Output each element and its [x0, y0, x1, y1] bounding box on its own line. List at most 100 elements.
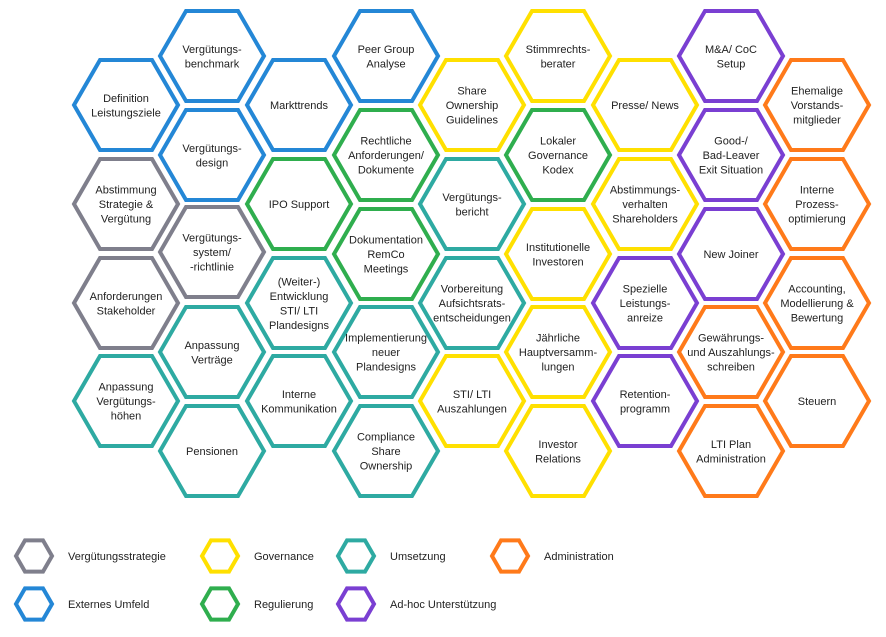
hex-label-line: lungen [541, 362, 574, 374]
hex-label-line: Bad-Leaver [703, 150, 760, 162]
hex-verguetungs-design: Vergütungs-design [157, 108, 267, 202]
hex-label-line: anreize [627, 313, 663, 325]
hex-investor-relations: Investor Relations [503, 404, 613, 498]
hex-label-line: Plandesigns [269, 320, 329, 332]
hex-label-line: Modellierung & [780, 298, 854, 310]
hex-label-line: Definition [103, 93, 149, 105]
hex-label-line: Abstimmung [95, 185, 156, 197]
hex-label-line: Abstimmungs- [610, 185, 681, 197]
hex-verguetungs-benchmark: Vergütungs-benchmark [157, 9, 267, 103]
hex-label-line: Dokumente [358, 165, 414, 177]
hex-label-line: schreiben [707, 362, 755, 374]
hex-anpassung-vertraege: Anpassung Verträge [157, 305, 267, 399]
hex-stimmrechts-berater: Stimmrechts-berater [503, 9, 613, 103]
hex-outline [331, 305, 441, 399]
hex-sti-lti-auszahlungen: STI/ LTI Auszahlungen [417, 354, 527, 448]
hex-label-line: system/ [193, 247, 232, 259]
hex-label-line: Vorbereitung [441, 284, 503, 296]
hex-label-line: Auszahlungen [437, 403, 507, 415]
hex-label-line: Pensionen [186, 446, 238, 458]
hex-label-line: STI/ LTI [280, 305, 318, 317]
hex-label-line: Presse/ News [611, 100, 679, 112]
hex-label-line: Analyse [366, 58, 405, 70]
hex-outline [417, 157, 527, 251]
hex-label-line: Gewährungs- [698, 333, 764, 345]
hex-label-line: -richtlinie [190, 262, 234, 274]
hex-lokaler-governance-kodex: Lokaler Governance Kodex [503, 108, 613, 202]
legend-swatch [335, 586, 377, 622]
hex-label-line: neuer [372, 347, 400, 359]
hex-label-line: Vorstands- [791, 100, 844, 112]
hex-label-line: Compliance [357, 432, 415, 444]
hex-abstimmungs-verhalten-shareholders: Abstimmungs-verhalten Shareholders [590, 157, 700, 251]
hex-label-line: Rechtliche [360, 136, 411, 148]
hex-outline [762, 256, 872, 350]
hex-label-line: Interne [800, 185, 834, 197]
legend-item-administration: Administration [489, 538, 614, 574]
hex-outline [244, 157, 354, 251]
hex-outline [157, 305, 267, 399]
hex-outline [71, 58, 181, 152]
legend-item-externes-umfeld: Externes Umfeld [13, 586, 149, 622]
hex-outline [762, 58, 872, 152]
legend-swatch [335, 538, 377, 574]
hex-label-line: entscheidungen [433, 313, 511, 325]
legend-swatch [199, 538, 241, 574]
hex-dokumentation-remco-meetings: Dokumentation RemCo Meetings [331, 207, 441, 301]
hex-label-line: Anforderungen [90, 291, 163, 303]
hex-label-line: Spezielle [623, 284, 668, 296]
hex-label-line: Bewertung [791, 313, 844, 325]
hex-outline [590, 354, 700, 448]
hex-label-line: New Joiner [703, 249, 758, 261]
hex-label-line: Vergütungs- [442, 192, 502, 204]
hex-share-ownership-guidelines: Share Ownership Guidelines [417, 58, 527, 152]
hex-label-line: Kodex [542, 165, 574, 177]
hex-outline [762, 157, 872, 251]
hex-label-line: Ownership [360, 461, 413, 473]
hex-outline [157, 108, 267, 202]
hex-outline [676, 404, 786, 498]
hex-label-line: benchmark [185, 58, 240, 70]
hex-interne-kommunikation: Interne Kommunikation [244, 354, 354, 448]
hex-compliance-share-ownership: Compliance Share Ownership [331, 404, 441, 498]
hex-ehemalige-vorstands-mitglieder: Ehemalige Vorstands-mitglieder [762, 58, 872, 152]
legend-swatch [199, 586, 241, 622]
hex-verguetungs-bericht: Vergütungs-bericht [417, 157, 527, 251]
hex-label-line: Prozess- [795, 199, 839, 211]
hex-outline [331, 9, 441, 103]
hex-jaehrliche-hauptversamm-lungen: Jährliche Hauptversamm-lungen [503, 305, 613, 399]
hex-label-line: Vergütungs- [96, 396, 156, 408]
hex-gewaehrungs-und-auszahlungs-schreiben: Gewährungs-und Auszahlungs-schreiben [676, 305, 786, 399]
hex-outline [590, 256, 700, 350]
hex-definition-leistungsziele: Definition Leistungsziele [71, 58, 181, 152]
hex-label-line: Peer Group [358, 44, 415, 56]
hex-label-line: verhalten [622, 199, 667, 211]
hex-label-line: STI/ LTI [453, 389, 491, 401]
legend-swatch [489, 538, 531, 574]
hex-label-line: Shareholders [612, 214, 678, 226]
hex-label-line: Anpassung [184, 340, 239, 352]
hex-label-line: Meetings [364, 264, 409, 276]
legend-item-regulierung: Regulierung [199, 586, 313, 622]
hex-label-line: programm [620, 403, 670, 415]
hex-outline [590, 58, 700, 152]
hex-outline [71, 157, 181, 251]
hex-label-line: Stimmrechts- [526, 44, 591, 56]
hex-outline [331, 108, 441, 202]
legend-item-verguetungsstrategie: Vergütungsstrategie [13, 538, 166, 574]
hex-new-joiner: New Joiner [676, 207, 786, 301]
hex-label-line: Vergütung [101, 214, 151, 226]
hex-label-line: Plandesigns [356, 362, 416, 374]
hex-label-line: Hauptversamm- [519, 347, 598, 359]
hex-label-line: Guidelines [446, 115, 498, 127]
legend-swatch [13, 586, 55, 622]
hex-label-line: Anforderungen/ [348, 150, 425, 162]
hex-label-line: Markttrends [270, 100, 329, 112]
hex-weiter-entwicklung-sti-lti-plandesigns: (Weiter-) Entwicklung STI/ LTI Plandesigns [244, 256, 354, 350]
hex-outline [676, 207, 786, 301]
hex-outline [157, 9, 267, 103]
hex-label-line: höhen [111, 411, 142, 423]
hex-outline [71, 354, 181, 448]
legend-label: Ad-hoc Unterstützung [390, 599, 496, 611]
